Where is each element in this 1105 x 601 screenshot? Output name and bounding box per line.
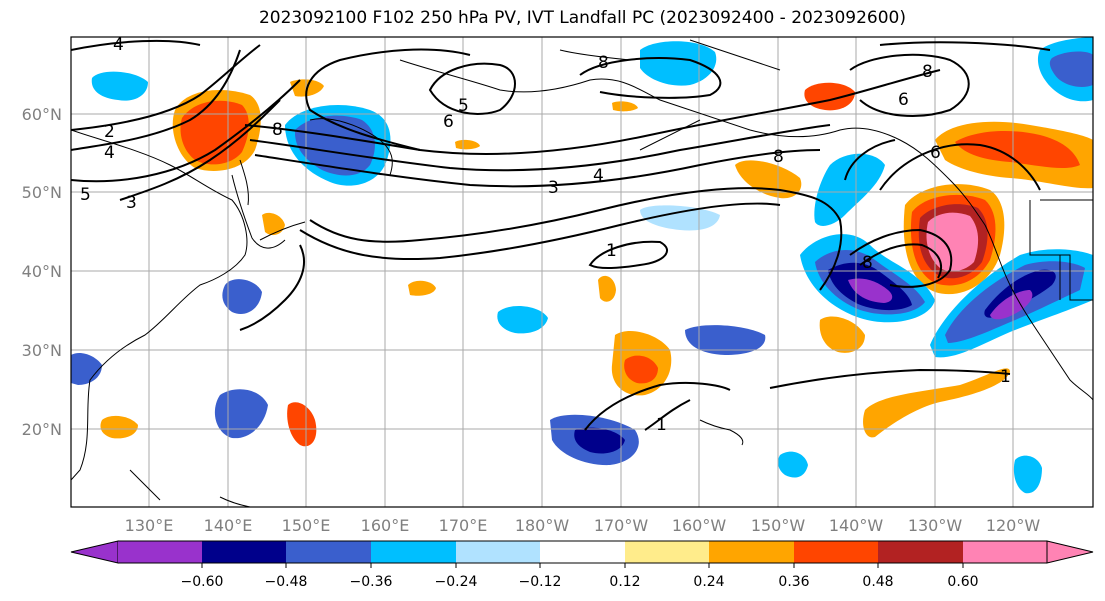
contour-label: 6	[930, 143, 941, 163]
positive-anomaly-region	[863, 368, 1010, 438]
positive-anomaly-region	[408, 280, 436, 296]
contour-label: 4	[104, 143, 115, 163]
negative-anomaly-region	[574, 427, 625, 454]
contour-label: 4	[593, 166, 604, 186]
positive-anomaly-region	[180, 100, 249, 165]
negative-anomaly-region	[777, 451, 808, 478]
colorbar-cell	[1046, 540, 1094, 564]
contour-label: 3	[126, 193, 137, 213]
negative-anomaly-region	[222, 279, 262, 314]
contour-label: 4	[113, 35, 124, 55]
negative-anomaly-region	[1049, 51, 1093, 87]
colorbar-cell	[202, 541, 286, 563]
longitude-label: 120°W	[986, 516, 1041, 535]
longitude-label: 140°E	[204, 516, 253, 535]
colorbar: −0.60 −0.48 −0.36 −0.24 −0.12 0.12 0.24 …	[70, 540, 1094, 590]
graticule	[71, 37, 1093, 507]
negative-anomaly-region	[640, 41, 717, 86]
latitude-label: 40°N	[22, 262, 62, 281]
colorbar-cell	[70, 540, 119, 564]
contour-label: 1	[1000, 367, 1011, 387]
positive-anomaly-region	[612, 101, 638, 112]
contour-labels: 4 2 4 5 3 8 5 6 6 8 8 3 4 1 8 1 1 6 8	[80, 35, 1011, 435]
colorbar-cell	[456, 541, 540, 563]
longitude-label: 140°W	[829, 516, 884, 535]
contour-label: 1	[656, 415, 667, 435]
longitude-label: 130°W	[908, 516, 963, 535]
colorbar-tick-label: −0.36	[350, 574, 393, 590]
colorbar-tick-label: −0.60	[181, 574, 224, 590]
negative-anomaly-region	[685, 325, 766, 355]
contour-label: 8	[773, 147, 784, 167]
contour-label: 8	[598, 53, 609, 73]
colorbar-tick-label: 0.24	[693, 574, 724, 590]
map-frame	[70, 36, 1094, 508]
colorbar-cell	[118, 541, 202, 563]
contour-label: 6	[443, 112, 454, 132]
contour-label: 1	[606, 241, 617, 261]
colorbar-cell	[878, 541, 963, 563]
contour-label: 8	[922, 62, 933, 82]
positive-anomaly-region	[819, 316, 865, 353]
negative-anomaly-region	[990, 290, 1033, 320]
colorbar-cell	[371, 541, 456, 563]
latitude-label: 50°N	[22, 183, 62, 202]
colorbar-ticks	[201, 563, 964, 568]
latitude-labels: 60°N 50°N 40°N 30°N 20°N	[22, 105, 62, 439]
longitude-label: 150°W	[751, 516, 806, 535]
longitude-label: 130°E	[125, 516, 174, 535]
negative-anomaly-region	[71, 353, 102, 385]
latitude-label: 20°N	[22, 420, 62, 439]
negative-anomaly-region	[640, 205, 720, 231]
colorbar-tick-label: 0.36	[778, 574, 809, 590]
colorbar-tick-label: −0.48	[265, 574, 308, 590]
positive-anomaly-region	[735, 160, 802, 199]
colorbar-cell	[625, 541, 709, 563]
colorbar-cell	[963, 541, 1047, 563]
pc-shading	[71, 37, 1093, 494]
positive-anomaly-region	[624, 355, 658, 384]
contour-label: 5	[458, 96, 469, 116]
positive-anomaly-region	[287, 402, 317, 447]
positive-anomaly-region	[455, 139, 480, 150]
latitude-label: 60°N	[22, 105, 62, 124]
ivt-contours	[71, 39, 1051, 431]
negative-anomaly-region	[497, 306, 548, 334]
contour-label: 5	[80, 185, 91, 205]
contour-label: 8	[862, 253, 873, 273]
longitude-label: 160°W	[672, 516, 727, 535]
negative-anomaly-region	[1013, 455, 1042, 494]
longitude-label: 170°W	[594, 516, 649, 535]
positive-anomaly-region	[262, 212, 285, 236]
longitude-labels: 130°E 140°E 150°E 160°E 170°E 180°W 170°…	[125, 516, 1041, 535]
longitude-label: 150°E	[282, 516, 331, 535]
positive-anomaly-region	[598, 275, 616, 302]
colorbar-tick-label: 0.48	[862, 574, 893, 590]
colorbar-cell	[540, 541, 625, 563]
colorbar-tick-label: 0.12	[609, 574, 640, 590]
latitude-label: 30°N	[22, 341, 62, 360]
negative-anomaly-region	[91, 71, 148, 101]
positive-anomaly-region	[955, 130, 1080, 169]
contour-label: 6	[898, 90, 909, 110]
colorbar-tick-label: −0.24	[435, 574, 478, 590]
positive-anomaly-region	[926, 212, 979, 272]
colorbar-tick-label: −0.12	[519, 574, 562, 590]
longitude-label: 160°E	[361, 516, 410, 535]
contour-label: 8	[272, 120, 283, 140]
colorbar-cell	[286, 541, 371, 563]
longitude-label: 180°W	[515, 516, 570, 535]
longitude-label: 170°E	[439, 516, 488, 535]
negative-anomaly-region	[848, 278, 893, 303]
map-title: 2023092100 F102 250 hPa PV, IVT Landfall…	[258, 8, 906, 28]
colorbar-cell	[794, 541, 878, 563]
contour-label: 2	[104, 122, 115, 142]
colorbar-cell	[709, 541, 794, 563]
colorbar-tick-label: 0.60	[947, 574, 978, 590]
positive-anomaly-region	[100, 415, 138, 439]
contour-label: 3	[548, 178, 559, 198]
